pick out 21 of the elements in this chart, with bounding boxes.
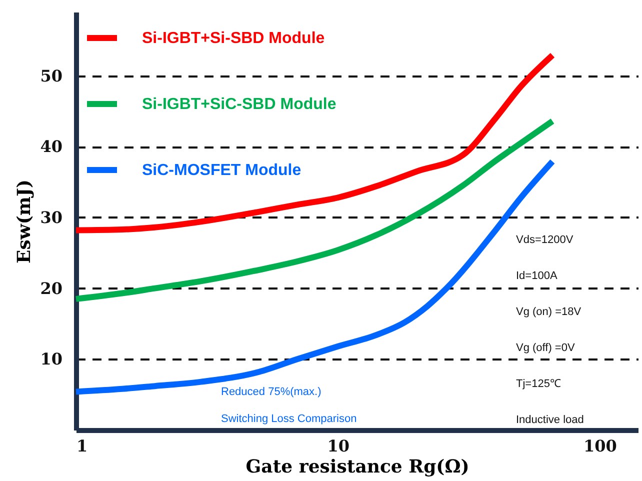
legend-label: Si-IGBT+Si-SBD Module — [142, 30, 325, 47]
x-tick-label: 100 — [584, 436, 617, 456]
y-tick-label: 10 — [40, 350, 62, 369]
annotation: Vg (on) =18V — [516, 306, 582, 318]
annotation: Reduced 75%(max.) — [221, 386, 322, 398]
annotation: Vg (off) =0V — [516, 342, 576, 354]
x-tick-label: 1 — [76, 436, 88, 456]
annotation: Inductive load — [516, 414, 584, 426]
annotation: Id=100A — [516, 270, 558, 282]
annotation: Tj=125℃ — [516, 378, 561, 390]
y-tick-label: 30 — [40, 208, 62, 227]
legend-label: Si-IGBT+SiC-SBD Module — [142, 96, 336, 113]
legend-label: SiC-MOSFET Module — [142, 162, 302, 179]
annotation: Vds=1200V — [516, 234, 574, 246]
annotation: Switching Loss Comparison — [221, 413, 357, 425]
x-axis-title: Gate resistance Rg(Ω) — [246, 456, 470, 478]
y-axis-title: Esw(mJ) — [14, 180, 36, 264]
y-tick-label: 20 — [40, 278, 62, 298]
x-tick-label: 10 — [327, 436, 350, 456]
y-tick-label: 40 — [40, 137, 62, 156]
y-tick-label: 50 — [40, 66, 62, 86]
